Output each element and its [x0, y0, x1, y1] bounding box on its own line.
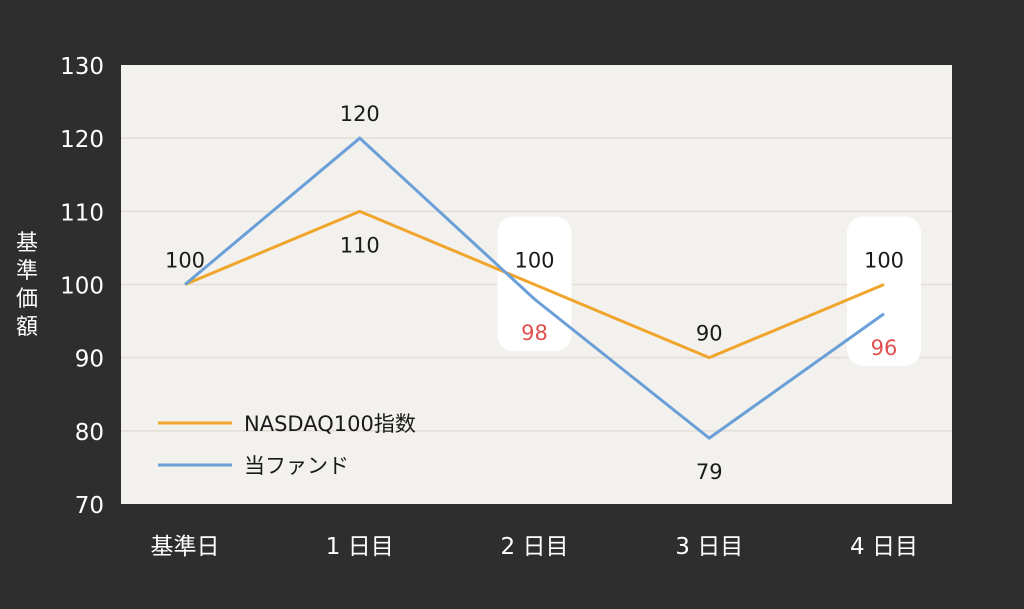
data-labels: 100 120 110 100 98 90 79 100 96 — [165, 102, 904, 484]
data-label: 98 — [521, 321, 548, 345]
y-axis-label-char: 基 — [16, 231, 38, 256]
x-axis-ticks: 基準日 1 日目 2 日目 3 日目 4 日目 — [151, 534, 918, 560]
data-label: 100 — [514, 249, 554, 273]
data-label: 90 — [696, 322, 723, 346]
data-label: 96 — [871, 336, 898, 360]
y-tick-label: 130 — [60, 54, 104, 80]
data-label: 100 — [165, 249, 205, 273]
data-label: 100 — [864, 249, 904, 273]
legend-label: NASDAQ100指数 — [244, 412, 416, 436]
legend-label: 当ファンド — [244, 454, 349, 478]
y-tick-label: 100 — [60, 274, 104, 300]
series-line-2 — [184, 136, 885, 441]
y-axis-label-char: 価 — [16, 287, 38, 312]
y-axis-label-char: 準 — [16, 259, 38, 284]
series-line-1 — [184, 209, 885, 360]
x-tick-label: 3 日目 — [675, 534, 743, 560]
data-label: 79 — [696, 460, 723, 484]
y-axis-label-char: 額 — [16, 315, 38, 340]
x-tick-label: 2 日目 — [501, 534, 569, 560]
y-tick-label: 120 — [60, 127, 104, 153]
x-tick-label: 4 日目 — [850, 534, 918, 560]
series-lines — [184, 136, 885, 441]
y-tick-label: 70 — [75, 493, 104, 519]
y-tick-label: 80 — [75, 420, 104, 446]
x-tick-label: 1 日目 — [326, 534, 394, 560]
y-tick-label: 90 — [75, 347, 104, 373]
data-label: 110 — [340, 233, 380, 257]
x-tick-label: 基準日 — [151, 534, 220, 560]
y-tick-label: 110 — [60, 200, 104, 226]
data-label: 120 — [340, 102, 380, 126]
y-axis-ticks: 70 80 90 100 110 120 130 — [60, 54, 104, 519]
